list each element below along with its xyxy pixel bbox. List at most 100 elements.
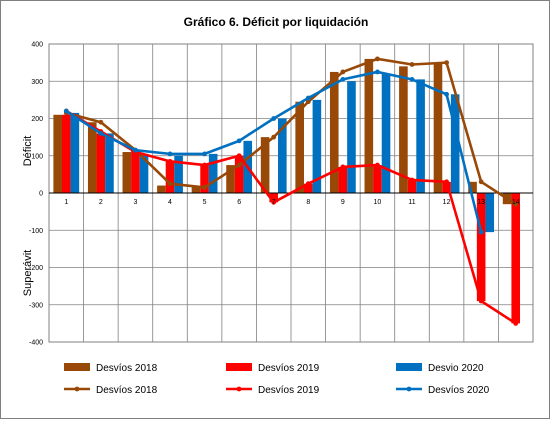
x-tick-label: 6 — [237, 199, 241, 206]
x-tick-label: 1 — [64, 199, 68, 206]
line-point — [340, 69, 346, 75]
y-tick-label: -400 — [29, 340, 43, 347]
bar — [200, 165, 209, 193]
line-point — [236, 162, 242, 168]
y-tick-label: 400 — [31, 42, 43, 49]
line-point — [478, 179, 484, 185]
bar — [364, 58, 374, 194]
bar — [260, 137, 270, 193]
bar — [105, 133, 114, 193]
bar — [165, 161, 175, 193]
y-tick-label: 300 — [31, 79, 43, 86]
bars — [53, 58, 521, 324]
legend-swatch-bar — [64, 363, 90, 371]
line-point — [409, 177, 415, 183]
line-point — [133, 147, 138, 153]
line-point — [167, 158, 173, 164]
line-point — [98, 131, 104, 136]
line-point — [478, 229, 484, 235]
y-tick-label: -100 — [29, 228, 43, 235]
bar — [450, 94, 460, 193]
y-axis-label-deficit: Déficit — [22, 136, 34, 167]
y-tick-label: 0 — [39, 191, 43, 198]
bar — [278, 118, 287, 193]
line-point — [513, 320, 519, 326]
line-point — [444, 91, 449, 97]
line-point — [340, 76, 346, 82]
bar — [234, 155, 244, 193]
bar — [226, 165, 235, 193]
y-tick-label: -200 — [29, 265, 43, 272]
line-point — [513, 201, 519, 207]
x-tick-label: 10 — [374, 199, 382, 206]
bar — [511, 193, 521, 324]
x-tick-label: 13 — [477, 199, 485, 206]
line-point — [202, 151, 207, 157]
bar — [131, 150, 140, 193]
legend-label: Desvíos 2019 — [258, 385, 320, 396]
legend-swatch-marker — [236, 386, 242, 392]
bar — [96, 133, 106, 193]
legend-swatch-bar — [226, 363, 252, 371]
line-point — [167, 151, 173, 157]
line-point — [478, 298, 484, 304]
x-tick-label: 2 — [99, 199, 103, 206]
bar — [174, 155, 183, 193]
bar — [381, 73, 391, 193]
legend-swatch-marker — [406, 386, 412, 392]
line-point — [236, 153, 242, 159]
bar — [61, 114, 71, 193]
line-point — [271, 134, 277, 140]
y-tick-label: 200 — [31, 116, 43, 123]
line-point — [202, 162, 207, 168]
bar — [208, 153, 218, 193]
bar — [191, 187, 201, 193]
bar — [338, 166, 348, 193]
y-tick-labels: -400 -300 -200 -100 0 100 200 300 400 — [29, 42, 43, 347]
bar — [433, 62, 443, 193]
line-point — [409, 62, 415, 67]
line-point — [375, 162, 380, 168]
legend: Desvíos 2018 Desvíos 2019 Desvio 2020 Desví… — [64, 363, 490, 396]
line-point — [305, 181, 311, 187]
line-point — [271, 116, 277, 121]
series-line — [65, 57, 517, 206]
bar — [122, 152, 132, 193]
x-tick-label: 5 — [203, 199, 207, 206]
bar — [53, 114, 62, 193]
y-tick-label: 100 — [31, 153, 43, 160]
line-point — [236, 138, 242, 144]
bar — [157, 185, 166, 193]
y-tick-label: -300 — [29, 302, 43, 309]
y-axis-label-superavit: Superávit — [22, 250, 34, 296]
x-tick-label: 7 — [272, 199, 276, 206]
lines — [63, 56, 519, 326]
x-tick-labels: 1 2 3 4 5 6 7 8 9 10 11 12 13 14 — [64, 199, 519, 206]
bar — [295, 101, 304, 193]
bar — [407, 179, 417, 193]
x-tick-label: 4 — [168, 199, 172, 206]
bar — [468, 181, 477, 193]
line-point — [98, 119, 104, 125]
line-point — [271, 199, 277, 205]
line-point — [375, 56, 380, 62]
line-point — [305, 95, 311, 101]
line-point — [63, 108, 69, 114]
line-point — [375, 69, 380, 75]
bar — [312, 99, 322, 193]
line-point — [444, 60, 449, 66]
line-point — [340, 164, 346, 170]
x-tick-label: 12 — [443, 199, 451, 206]
bar — [416, 79, 425, 193]
bar — [442, 181, 451, 193]
legend-label: Desvíos 2018 — [96, 385, 158, 396]
bar — [70, 112, 80, 193]
legend-label: Desvíos 2018 — [96, 363, 158, 374]
legend-label: Desvio 2020 — [428, 363, 484, 374]
legend-swatch-bar — [396, 363, 422, 371]
bar — [303, 183, 313, 193]
bar — [269, 193, 279, 203]
line-point — [444, 179, 449, 185]
